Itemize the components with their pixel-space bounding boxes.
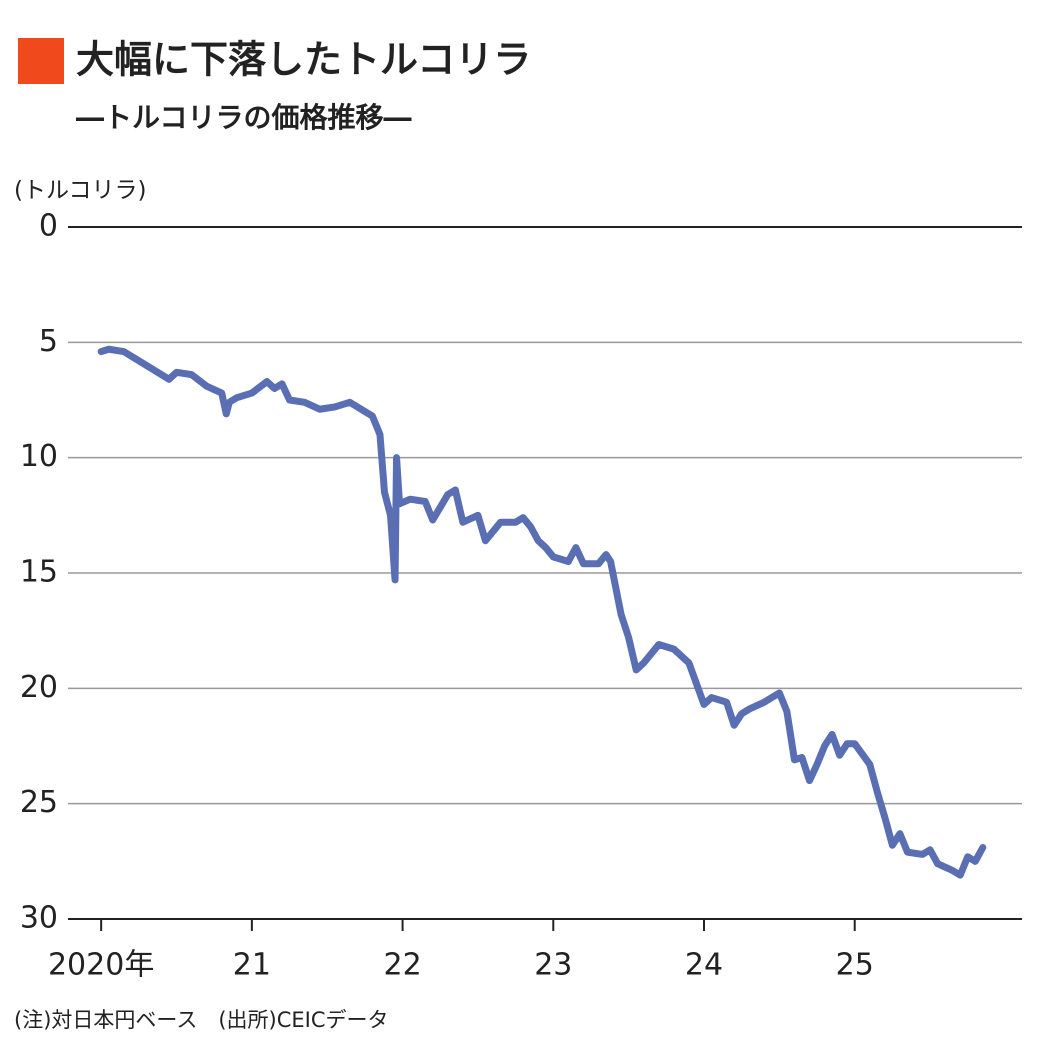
y-tick-label: 30	[20, 901, 58, 936]
y-axis-label: (トルコリラ)	[14, 178, 147, 204]
x-tick-label: 25	[836, 948, 874, 983]
y-tick-label: 25	[20, 785, 58, 820]
y-tick-label: 5	[39, 324, 58, 359]
y-tick-label: 10	[20, 439, 58, 474]
x-tick-label: 24	[685, 948, 723, 983]
footnote: (注)対日本円ベース (出所)CEICデータ	[14, 1008, 389, 1032]
x-tick-label: 2020年	[48, 948, 154, 983]
y-tick-label: 15	[20, 555, 58, 590]
x-tick-label: 23	[534, 948, 572, 983]
x-tick-label: 22	[383, 948, 421, 983]
title-marker	[18, 38, 64, 84]
y-tick-label: 20	[20, 670, 58, 705]
y-tick-label: 0	[39, 209, 58, 244]
chart-subtitle: ―トルコリラの価格推移―	[76, 101, 411, 134]
chart-title: 大幅に下落したトルコリラ	[76, 38, 531, 82]
x-tick-label: 21	[233, 948, 271, 983]
price-line	[97, 345, 987, 879]
